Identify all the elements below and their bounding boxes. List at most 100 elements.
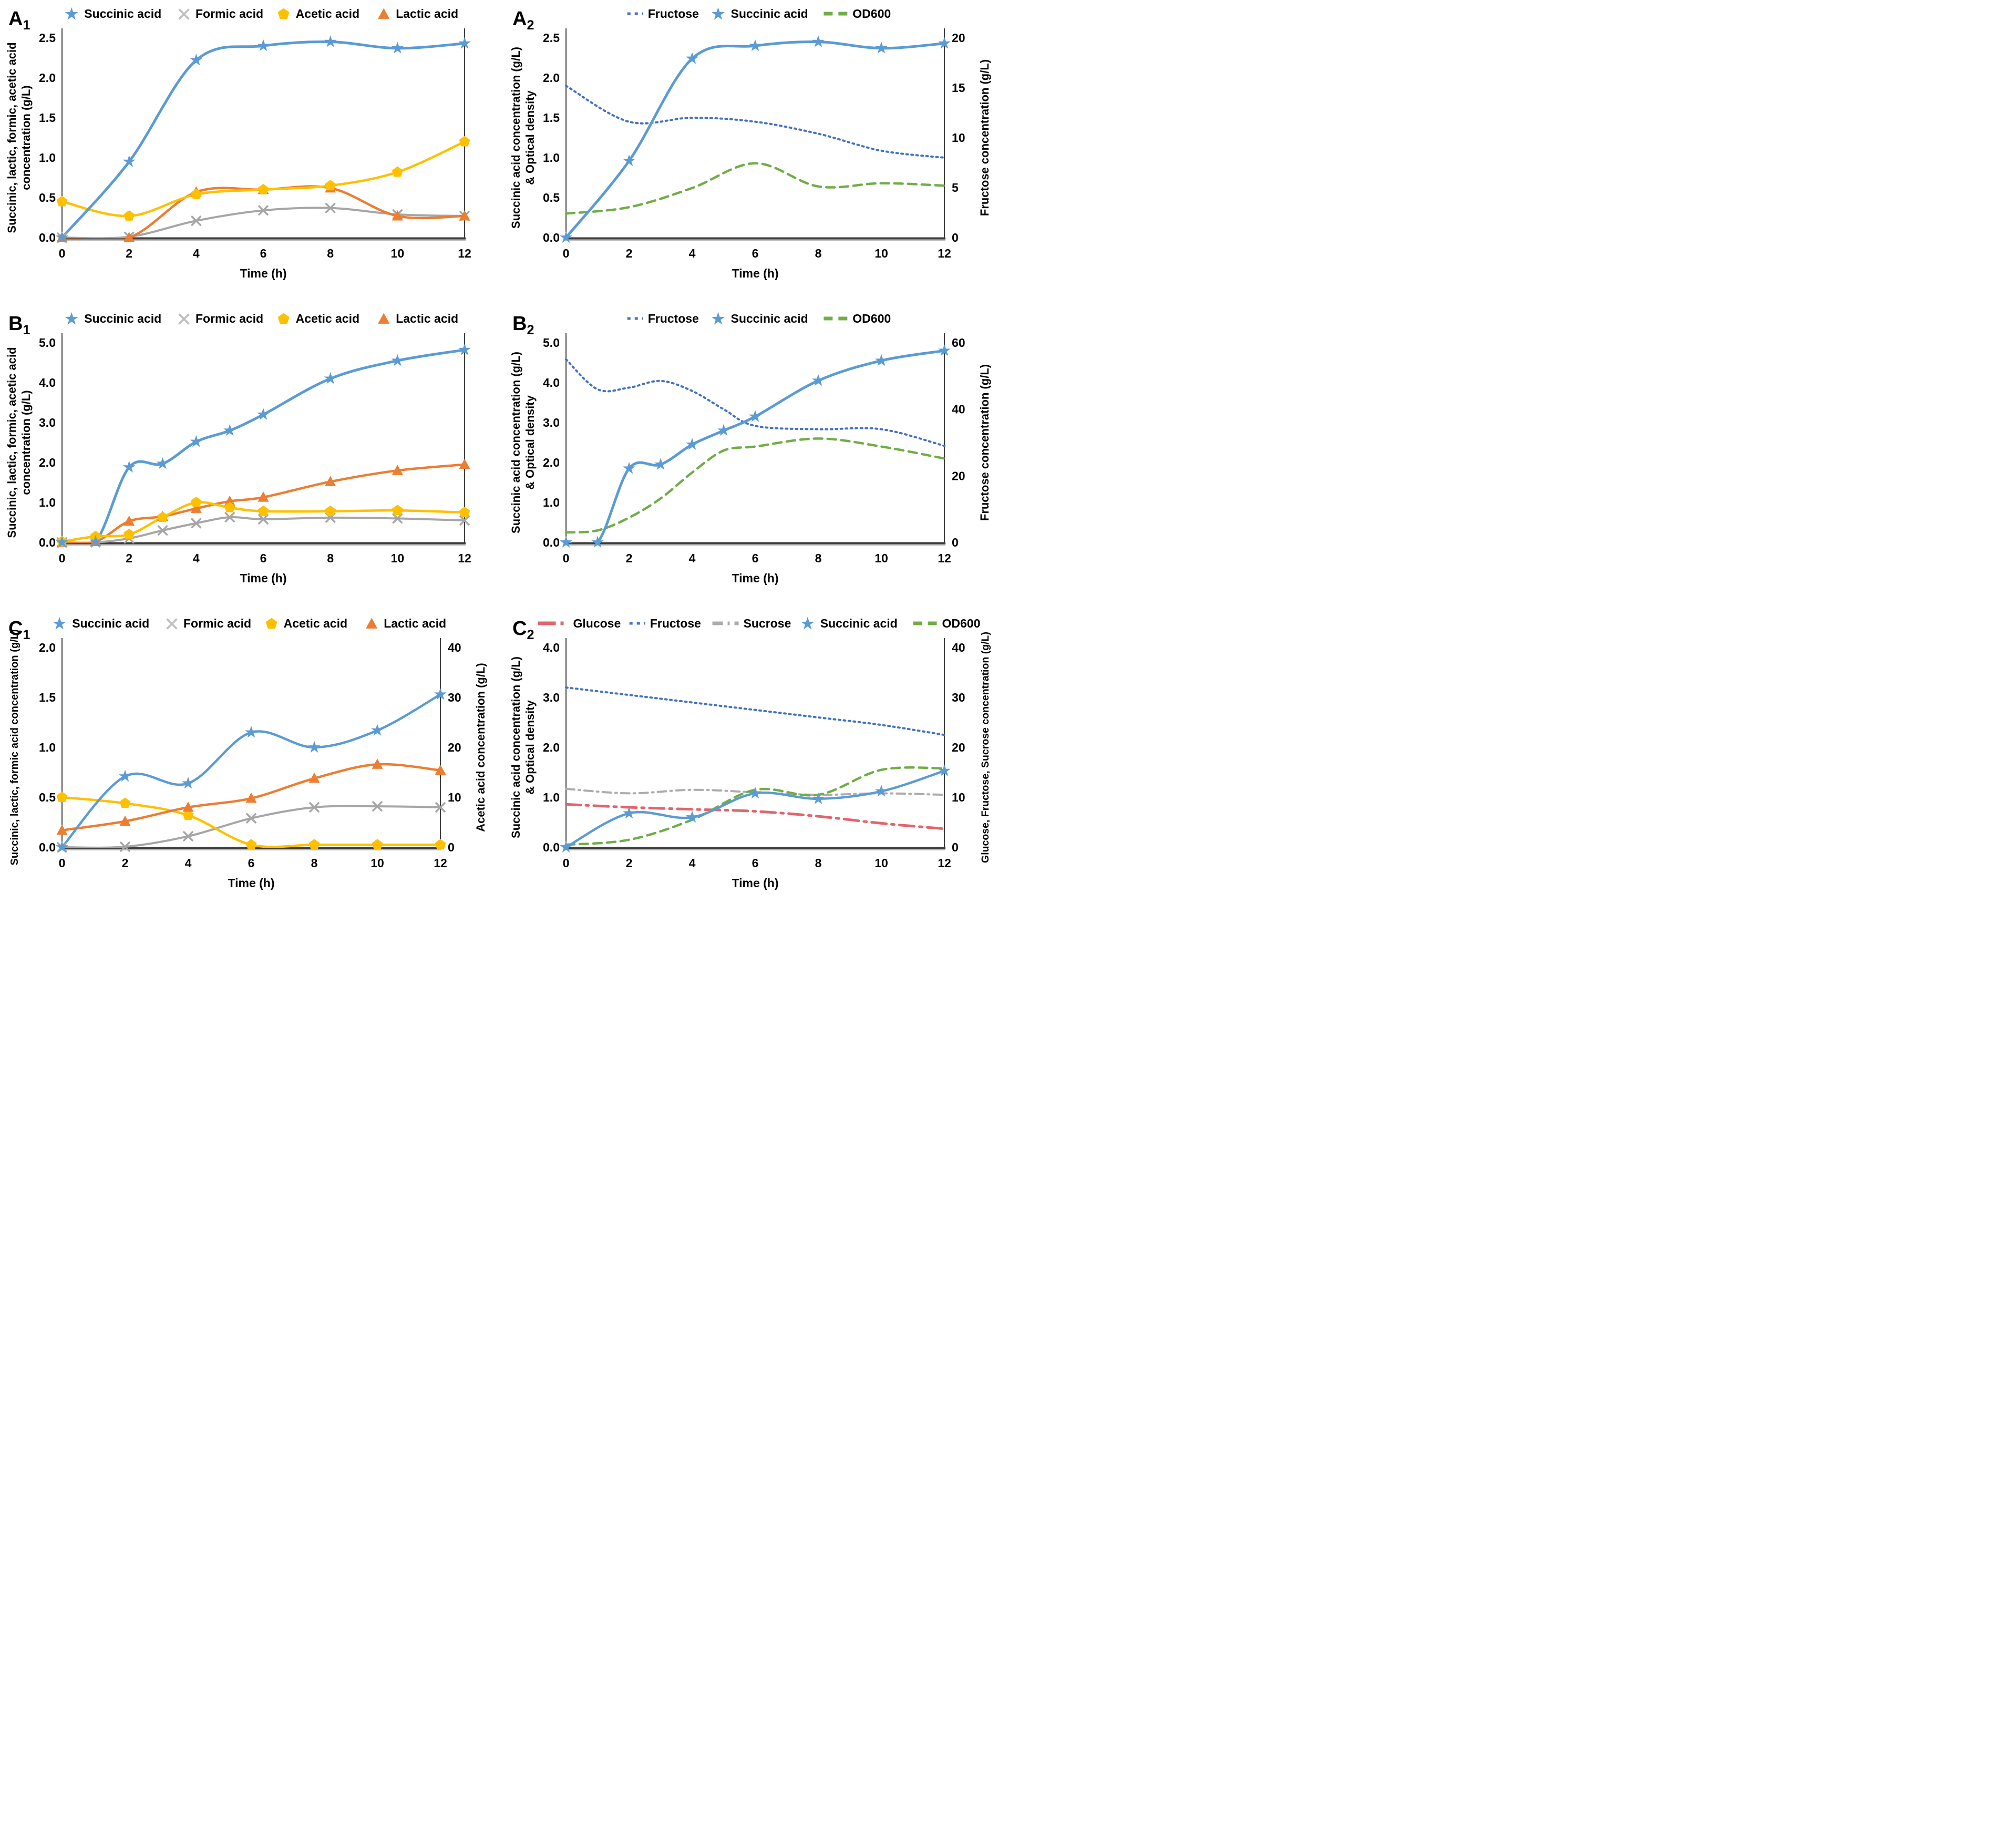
triangle-marker xyxy=(459,458,470,469)
series-line-succinic-acid xyxy=(61,348,466,543)
legend-label: Lactic acid xyxy=(396,312,458,325)
triangle-marker xyxy=(308,772,320,783)
series-line-od600 xyxy=(565,437,946,534)
legend-label: Fructose xyxy=(648,7,699,20)
left-axis-tick: 1.0 xyxy=(543,151,560,165)
series-line-od600 xyxy=(565,162,946,215)
pentagon-marker xyxy=(392,166,403,177)
series-line-glucose xyxy=(565,803,946,830)
x-axis-tick: 4 xyxy=(689,856,696,870)
legend-label: OD600 xyxy=(852,312,891,325)
panel-letter: A xyxy=(512,8,527,30)
star-marker xyxy=(749,39,762,52)
series-lines xyxy=(565,686,946,848)
legend-label: Formic acid xyxy=(196,7,263,20)
x-axis-tick: 12 xyxy=(938,551,951,565)
right-axis-title: Fructose concentration (g/L) xyxy=(978,59,991,216)
star-marker xyxy=(324,35,337,47)
x-axis-tick: 6 xyxy=(260,551,267,565)
x-axis-title: Time (h) xyxy=(732,266,778,280)
left-axis-tick: 1.5 xyxy=(39,691,56,704)
pentagon-marker xyxy=(157,511,168,522)
pentagon-marker xyxy=(245,839,257,850)
right-axis-tick: 10 xyxy=(952,790,965,804)
star-marker xyxy=(938,764,951,776)
x-axis-tick: 0 xyxy=(563,247,570,260)
x-axis-tick: 12 xyxy=(458,247,471,260)
star-marker xyxy=(89,535,102,547)
series-line-fructose xyxy=(565,358,945,447)
legend-label: Succinic acid xyxy=(731,7,808,20)
x-marker xyxy=(309,802,320,813)
star-marker xyxy=(190,435,203,447)
star-marker xyxy=(308,741,321,753)
panel-label-B1: B1 xyxy=(8,313,30,337)
left-axis-tick: 4.0 xyxy=(543,641,560,654)
triangle-marker xyxy=(392,465,403,475)
x-axis-tick: 8 xyxy=(311,856,318,870)
star-marker xyxy=(65,7,78,20)
triangle-marker xyxy=(124,232,135,242)
x-marker xyxy=(246,813,256,824)
triangle-marker xyxy=(392,210,403,221)
right-axis-tick: 30 xyxy=(952,691,965,704)
panel-subscript: 1 xyxy=(23,628,30,642)
star-marker xyxy=(122,460,136,473)
left-axis-tick: 1.0 xyxy=(543,496,560,509)
left-axis-tick: 5.0 xyxy=(543,336,560,350)
left-axis-tick: 2.0 xyxy=(39,456,56,469)
x-marker xyxy=(435,802,446,813)
pentagon-marker xyxy=(459,507,470,517)
series-line-succinic-acid xyxy=(565,349,946,543)
series-line-succinic-acid xyxy=(61,40,466,239)
x-marker xyxy=(178,313,190,325)
series-markers xyxy=(560,35,951,243)
star-marker xyxy=(717,424,730,436)
left-axis-title: concentration (g/L) xyxy=(19,85,33,190)
right-axis-tick: 40 xyxy=(952,403,965,416)
left-axis-tick: 1.0 xyxy=(39,496,56,509)
series-line-lactic-acid xyxy=(61,185,466,239)
left-axis-tick: 0.5 xyxy=(39,790,56,804)
right-axis-tick: 15 xyxy=(952,81,965,95)
x-axis-tick: 6 xyxy=(752,856,759,870)
right-axis-tick: 20 xyxy=(952,469,965,482)
panel-label-A1: A1 xyxy=(8,8,30,33)
right-axis-tick: 20 xyxy=(952,31,965,45)
star-marker xyxy=(560,840,572,853)
panel-label-C1: C1 xyxy=(8,618,30,642)
triangle-marker xyxy=(378,313,390,324)
legend-label: Lactic acid xyxy=(384,617,446,630)
x-axis-tick: 8 xyxy=(327,551,334,565)
star-marker xyxy=(686,52,698,64)
panel-label-A2: A2 xyxy=(512,8,534,33)
star-marker xyxy=(623,154,635,167)
star-marker xyxy=(257,39,270,52)
legend-label: OD600 xyxy=(942,617,981,630)
x-marker xyxy=(178,8,190,20)
pentagon-marker xyxy=(277,313,290,324)
pentagon-marker xyxy=(372,839,383,850)
series-lines xyxy=(61,693,442,848)
right-axis-tick: 20 xyxy=(952,741,965,754)
panel-letter: C xyxy=(512,618,527,640)
left-axis-tick: 0.0 xyxy=(543,840,560,854)
left-axis-title: Succinic, lactic, formic, acetic acid xyxy=(5,42,18,233)
x-axis-tick: 12 xyxy=(938,247,951,260)
triangle-marker xyxy=(366,618,378,629)
panel-B2: B2 0.0 1.0 2.0 3.0 4.0 5.0 0 20 40 60 0 2 4 6 8 10 12 Time… xyxy=(504,305,1008,610)
right-axis-tick: 0 xyxy=(952,536,959,549)
x-axis-tick: 10 xyxy=(371,856,384,870)
triangle-marker xyxy=(182,802,194,812)
legend-label: Succinic acid xyxy=(820,617,898,630)
left-axis-tick: 3.0 xyxy=(543,691,560,704)
panel-A1: A1 0.0 0.5 1.0 1.5 2.0 2.5 0 2 4 6 8 10 12 Time (h) Suc… xyxy=(0,0,504,305)
star-marker xyxy=(686,438,698,450)
pentagon-marker xyxy=(182,809,194,820)
star-marker xyxy=(686,810,698,823)
x-axis-tick: 2 xyxy=(626,856,633,870)
star-marker xyxy=(65,312,78,325)
star-marker xyxy=(458,343,471,355)
panel-subscript: 2 xyxy=(527,628,534,642)
